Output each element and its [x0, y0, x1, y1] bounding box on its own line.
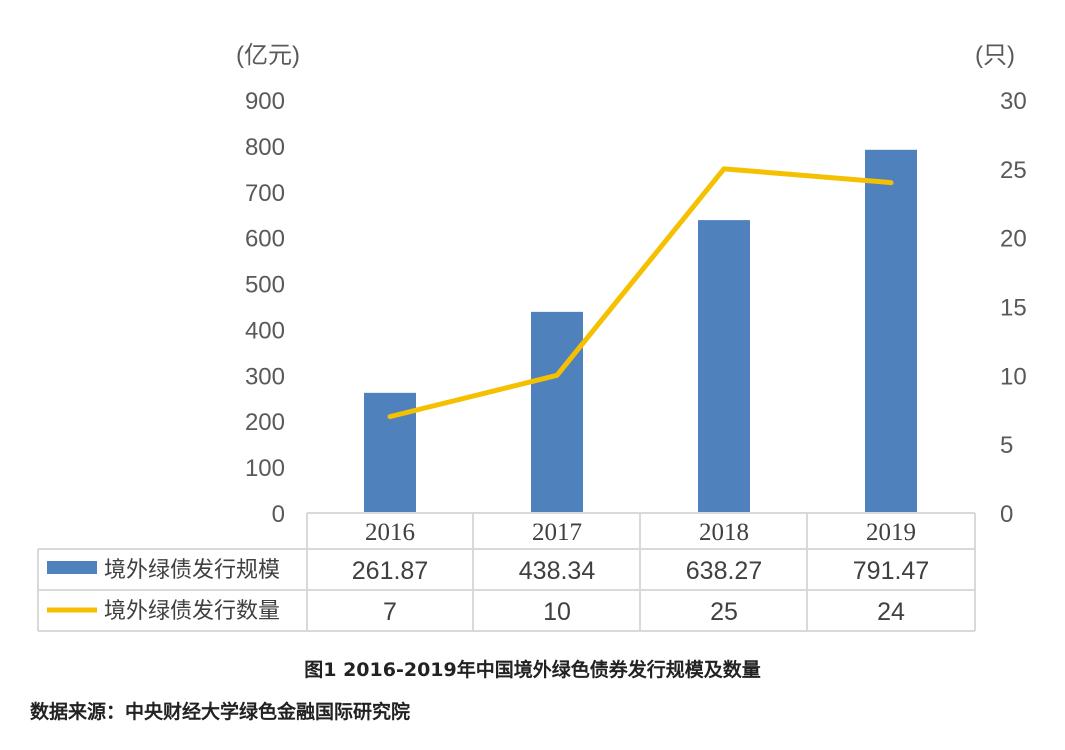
count-point-2019	[889, 180, 893, 185]
left-tick-label: 900	[245, 88, 285, 115]
bar-2019	[865, 149, 917, 513]
legend-label-bar: 境外绿债发行规模	[104, 558, 280, 583]
count-point-2017	[555, 373, 559, 378]
left-tick-label: 0	[272, 501, 285, 528]
right-tick-label: 0	[1000, 501, 1013, 528]
table-cell: 261.87	[352, 557, 428, 585]
category-label: 2016	[365, 519, 415, 546]
left-tick-label: 800	[245, 134, 285, 161]
table-cell: 7	[383, 598, 397, 626]
data-source: 数据来源：中央财经大学绿色金融国际研究院	[30, 701, 411, 723]
left-tick-label: 700	[245, 180, 285, 207]
category-label: 2017	[532, 519, 582, 546]
right-tick-label: 15	[1000, 295, 1027, 322]
table-cell: 638.27	[686, 557, 762, 585]
category-label: 2018	[699, 519, 749, 546]
right-tick-label: 30	[1000, 88, 1027, 115]
right-axis-unit: (只)	[975, 42, 1015, 69]
left-tick-label: 600	[245, 226, 285, 253]
left-tick-label: 300	[245, 363, 285, 390]
left-tick-label: 100	[245, 455, 285, 482]
table-cell: 438.34	[519, 557, 596, 585]
chart: (亿元) (只) 0 100 200 300 400 500 600 700 800 900 0 5…	[37, 42, 1027, 632]
count-point-2018	[722, 166, 726, 171]
count-point-2016	[388, 414, 392, 419]
table-cell: 10	[543, 598, 571, 626]
right-tick-label: 10	[1000, 363, 1027, 390]
count-line	[387, 166, 894, 420]
right-tick-label: 25	[1000, 157, 1027, 184]
table-cell: 24	[877, 598, 905, 626]
left-tick-label: 500	[245, 272, 285, 299]
left-axis-unit: (亿元)	[236, 42, 300, 69]
left-tick-label: 400	[245, 317, 285, 344]
table-cell: 25	[710, 598, 738, 626]
category-label: 2019	[866, 519, 916, 546]
legend-label-line: 境外绿债发行数量	[104, 599, 280, 624]
table-cell: 791.47	[853, 557, 929, 585]
right-tick-label: 20	[1000, 226, 1027, 253]
right-tick-label: 5	[1000, 432, 1013, 459]
legend-swatch-bar	[47, 561, 97, 574]
bar-2017	[531, 311, 583, 513]
left-tick-label: 200	[245, 409, 285, 436]
figure-caption: 图1 2016-2019年中国境外绿色债券发行规模及数量	[304, 659, 761, 681]
bar-2018	[698, 220, 750, 514]
